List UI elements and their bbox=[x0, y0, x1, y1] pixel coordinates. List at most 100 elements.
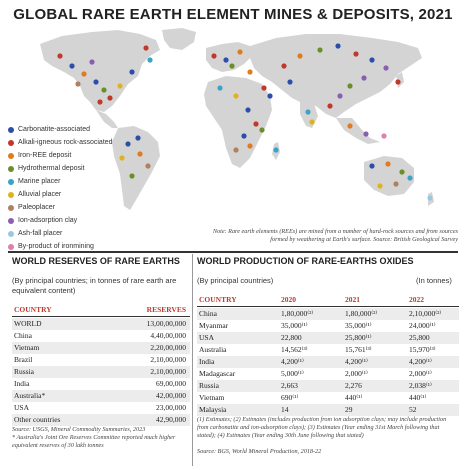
production-footnote-source: Source: BGS, World Mineral Production, 2… bbox=[197, 448, 322, 455]
table-row: Vietnam 690⁽¹⁾ 440⁽¹⁾ 440⁽¹⁾ bbox=[197, 392, 459, 404]
deposit-marker bbox=[233, 93, 239, 99]
deposit-marker bbox=[305, 109, 311, 115]
deposit-marker bbox=[267, 93, 273, 99]
value-2022-cell: 4,200⁽¹⁾ bbox=[409, 357, 432, 366]
table-row: Russia 2,663 2,276 2,038⁽¹⁾ bbox=[197, 380, 459, 392]
deposit-marker bbox=[393, 181, 399, 187]
reserves-cell: 2,20,00,000 bbox=[150, 343, 186, 352]
legend-item: Alluvial placer bbox=[8, 191, 128, 199]
deposit-marker bbox=[137, 151, 143, 157]
deposit-marker bbox=[145, 163, 151, 169]
reserves-cell: 13,00,00,000 bbox=[146, 319, 186, 328]
deposit-marker bbox=[309, 119, 315, 125]
legend-item: Marine placer bbox=[8, 178, 128, 186]
value-2022-cell: 25,800 bbox=[409, 333, 430, 342]
legend-swatch bbox=[8, 192, 14, 198]
legend-label: Carbonatite-associated bbox=[18, 126, 90, 133]
reserves-cell: 4,40,00,000 bbox=[150, 331, 186, 340]
value-2021-cell: 2,276 bbox=[345, 381, 362, 390]
value-2020-cell: 4,200⁽¹⁾ bbox=[281, 357, 304, 366]
deposit-marker bbox=[399, 169, 405, 175]
deposit-marker bbox=[273, 147, 279, 153]
map-legend: Carbonatite-associated Alkali-igneous ro… bbox=[8, 126, 128, 256]
table-row: Other countries 42,90,000 bbox=[12, 414, 190, 426]
value-2022-cell: 15,970⁽³⁾ bbox=[409, 345, 436, 354]
legend-item: Ash-fall placer bbox=[8, 230, 128, 238]
south-america bbox=[112, 126, 160, 210]
deposit-marker bbox=[233, 147, 239, 153]
value-2021-cell: 2,000⁽¹⁾ bbox=[345, 369, 368, 378]
column-header: RESERVES bbox=[146, 305, 186, 314]
legend-swatch bbox=[8, 218, 14, 224]
deposit-marker bbox=[229, 63, 235, 69]
australia bbox=[364, 156, 414, 196]
deposit-marker bbox=[363, 131, 369, 137]
section-divider bbox=[8, 251, 458, 253]
reserves-cell: 69,00,000 bbox=[156, 379, 186, 388]
table-row: China 4,40,00,000 bbox=[12, 330, 190, 342]
table-row: Australia* 42,00,000 bbox=[12, 390, 190, 402]
table-row: Australia 14,562⁽³⁾ 15,761⁽³⁾ 15,970⁽³⁾ bbox=[197, 344, 459, 356]
legend-swatch bbox=[8, 166, 14, 172]
country-cell: Vietnam bbox=[14, 343, 40, 352]
deposit-marker bbox=[317, 47, 323, 53]
north-america bbox=[40, 30, 160, 112]
value-2022-cell: 440⁽¹⁾ bbox=[409, 393, 427, 402]
table-row: Vietnam 2,20,00,000 bbox=[12, 342, 190, 354]
deposit-marker bbox=[75, 81, 81, 87]
legend-label: Iron-REE deposit bbox=[18, 152, 72, 159]
deposit-marker bbox=[247, 69, 253, 75]
deposit-marker bbox=[101, 87, 107, 93]
country-cell: India bbox=[199, 357, 215, 366]
production-title: WORLD PRODUCTION OF RARE-EARTHS OXIDES bbox=[197, 256, 414, 266]
legend-label: Marine placer bbox=[18, 178, 61, 185]
value-2022-cell: 52 bbox=[409, 405, 417, 414]
country-cell: China bbox=[199, 309, 217, 318]
deposit-marker bbox=[69, 63, 75, 69]
legend-item: By-product of ironmining bbox=[8, 243, 128, 251]
legend-label: By-product of ironmining bbox=[18, 243, 94, 250]
country-cell: Australia bbox=[199, 345, 227, 354]
value-2021-cell: 440⁽¹⁾ bbox=[345, 393, 363, 402]
legend-label: Paleoplacer bbox=[18, 204, 55, 211]
column-header: 2021 bbox=[345, 295, 360, 304]
deposit-marker bbox=[361, 75, 367, 81]
header-rule bbox=[197, 306, 459, 307]
table-row: India 69,00,000 bbox=[12, 378, 190, 390]
deposit-marker bbox=[135, 135, 141, 141]
legend-item: Paleoplacer bbox=[8, 204, 128, 212]
legend-swatch bbox=[8, 231, 14, 237]
country-cell: Brazil bbox=[14, 355, 33, 364]
deposit-marker bbox=[297, 53, 303, 59]
country-cell: Malaysia bbox=[199, 405, 227, 414]
deposit-marker bbox=[93, 79, 99, 85]
deposit-marker bbox=[327, 103, 333, 109]
legend-label: Alkali-igneous rock-associated bbox=[18, 139, 113, 146]
table-row: Russia 2,10,00,000 bbox=[12, 366, 190, 378]
deposit-marker bbox=[281, 63, 287, 69]
deposit-marker bbox=[117, 83, 123, 89]
value-2020-cell: 14 bbox=[281, 405, 289, 414]
column-header: COUNTRY bbox=[14, 305, 52, 314]
deposit-marker bbox=[107, 95, 113, 101]
value-2021-cell: 35,000⁽¹⁾ bbox=[345, 321, 372, 330]
value-2020-cell: 14,562⁽³⁾ bbox=[281, 345, 308, 354]
africa bbox=[204, 76, 272, 168]
table-row: Madagascar 5,000⁽¹⁾ 2,000⁽¹⁾ 2,000⁽¹⁾ bbox=[197, 368, 459, 380]
reserves-cell: 42,00,000 bbox=[156, 391, 186, 400]
value-2020-cell: 1,80,000⁽²⁾ bbox=[281, 309, 314, 318]
legend-label: Hydrothermal deposit bbox=[18, 165, 85, 172]
legend-label: Ash-fall placer bbox=[18, 230, 63, 237]
header-rule bbox=[12, 316, 190, 317]
deposit-marker bbox=[245, 107, 251, 113]
value-2020-cell: 5,000⁽¹⁾ bbox=[281, 369, 304, 378]
production-header-row: COUNTRY 2020 2021 2022 bbox=[197, 294, 459, 306]
deposit-marker bbox=[385, 161, 391, 167]
deposit-marker bbox=[247, 143, 253, 149]
table-row: USA 23,00,000 bbox=[12, 402, 190, 414]
country-cell: Russia bbox=[199, 381, 220, 390]
value-2021-cell: 1,80,000⁽²⁾ bbox=[345, 309, 378, 318]
india bbox=[300, 102, 318, 128]
deposit-marker bbox=[369, 163, 375, 169]
deposit-marker bbox=[125, 141, 131, 147]
